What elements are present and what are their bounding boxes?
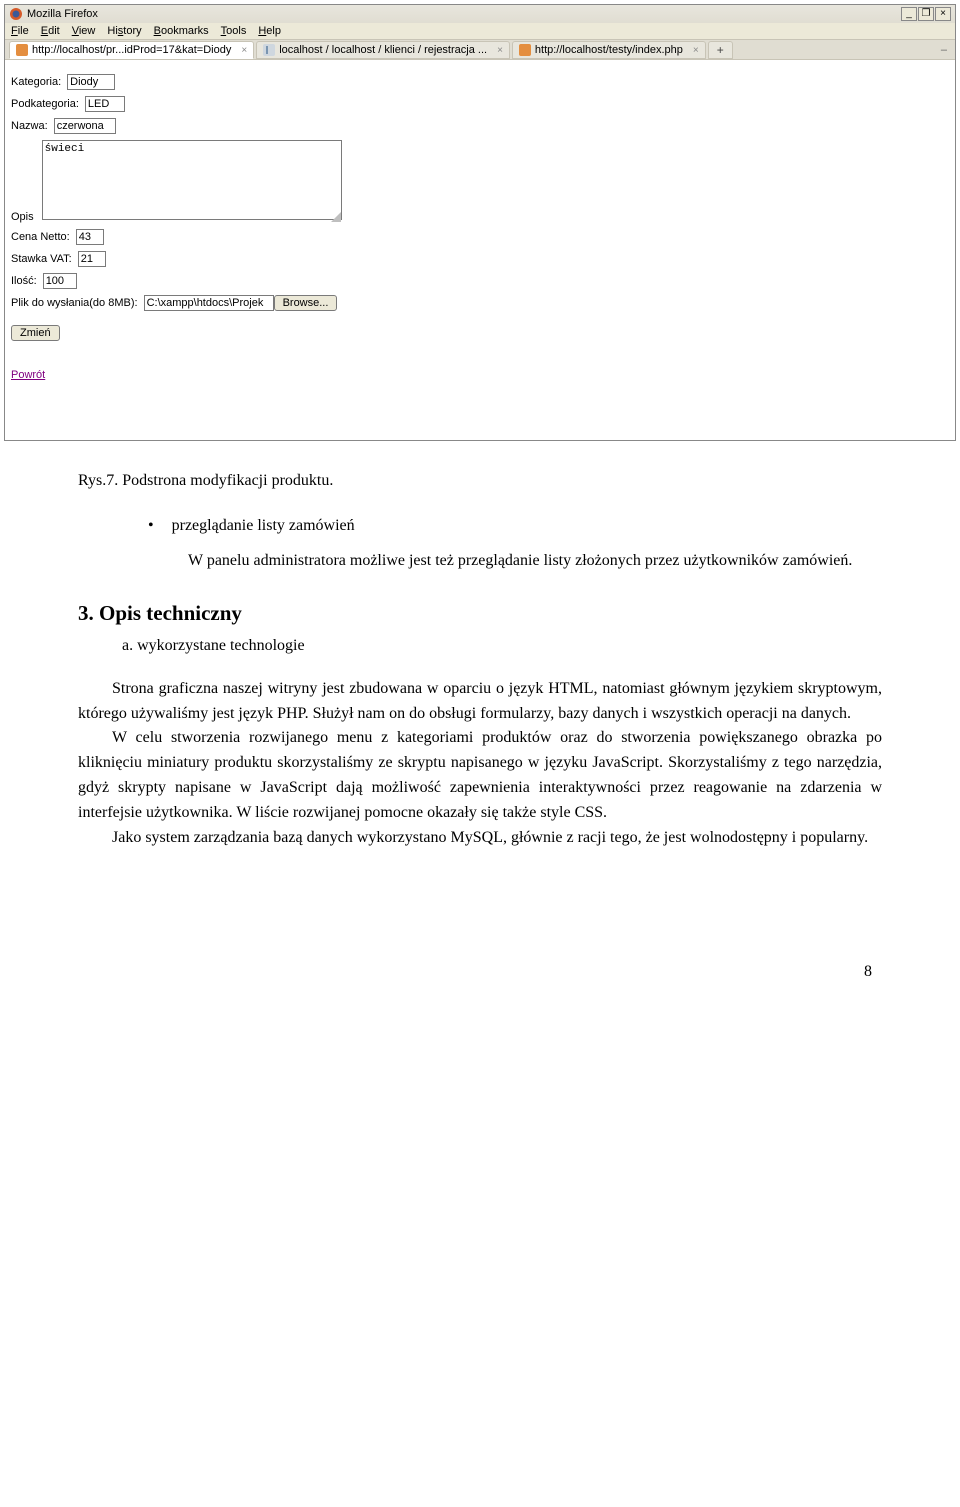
submit-button[interactable]: Zmień: [11, 325, 60, 341]
input-stawka-vat[interactable]: [78, 251, 106, 267]
bullet-text: przeglądanie listy zamówień: [172, 517, 355, 534]
window-close-button[interactable]: ×: [935, 7, 951, 21]
menu-bookmarks[interactable]: Bookmarks: [154, 25, 209, 37]
tab-label: http://localhost/pr...idProd=17&kat=Diod…: [32, 44, 231, 56]
row-podkategoria: Podkategoria:: [11, 96, 949, 112]
input-plik-path[interactable]: [144, 295, 274, 311]
figure-caption: Rys.7. Podstrona modyfikacji produktu.: [78, 469, 882, 494]
input-kategoria[interactable]: [67, 74, 115, 90]
label-plik: Plik do wysłania(do 8MB):: [11, 297, 138, 309]
tab-label: localhost / localhost / klienci / rejest…: [279, 44, 487, 56]
tab-label: http://localhost/testy/index.php: [535, 44, 683, 56]
paragraph-2: W celu stworzenia rozwijanego menu z kat…: [78, 726, 882, 825]
input-podkategoria[interactable]: [85, 96, 125, 112]
row-plik: Plik do wysłania(do 8MB): Browse...: [11, 295, 949, 311]
tab-close-icon[interactable]: ×: [693, 45, 699, 56]
row-stawka-vat: Stawka VAT:: [11, 251, 949, 267]
powrot-link[interactable]: Powrót: [11, 369, 45, 381]
document-body: Rys.7. Podstrona modyfikacji produktu. p…: [0, 441, 960, 1005]
bullet-description: W panelu administratora możliwe jest też…: [188, 549, 882, 574]
screenshot-firefox-window: Mozilla Firefox _ ❐ × File Edit View His…: [4, 4, 956, 441]
menu-view[interactable]: View: [72, 25, 96, 37]
menu-history[interactable]: History: [107, 25, 141, 37]
section-heading: 3. Opis techniczny: [78, 597, 882, 630]
row-cena-netto: Cena Netto:: [11, 229, 949, 245]
input-cena-netto[interactable]: [76, 229, 104, 245]
tab-3[interactable]: http://localhost/testy/index.php ×: [512, 41, 706, 59]
row-nazwa: Nazwa:: [11, 118, 949, 134]
menu-help[interactable]: Help: [258, 25, 281, 37]
label-ilosc: Ilość:: [11, 275, 37, 287]
textarea-opis[interactable]: świeci: [42, 140, 342, 220]
paragraph-3: Jako system zarządzania bazą danych wyko…: [78, 826, 882, 851]
window-title: Mozilla Firefox: [27, 8, 98, 20]
label-nazwa: Nazwa:: [11, 120, 48, 132]
row-ilosc: Ilość:: [11, 273, 949, 289]
resize-grip-icon[interactable]: [331, 212, 341, 222]
tab-close-icon[interactable]: ×: [241, 45, 247, 56]
tab-2[interactable]: localhost / localhost / klienci / rejest…: [256, 41, 510, 59]
bullet-item: przeglądanie listy zamówień: [148, 514, 882, 539]
browse-button[interactable]: Browse...: [274, 295, 338, 311]
tab-bar: http://localhost/pr...idProd=17&kat=Diod…: [5, 39, 955, 60]
menu-edit[interactable]: Edit: [41, 25, 60, 37]
section-subheading: a. wykorzystane technologie: [122, 634, 882, 659]
paragraph-1: Strona graficzna naszej witryny jest zbu…: [78, 677, 882, 727]
window-maximize-button[interactable]: ❐: [918, 7, 934, 21]
label-kategoria: Kategoria:: [11, 76, 61, 88]
tab-close-icon[interactable]: ×: [497, 45, 503, 56]
window-minimize-button[interactable]: _: [901, 7, 917, 21]
menu-bar: File Edit View History Bookmarks Tools H…: [5, 23, 955, 39]
label-opis: Opis: [11, 211, 34, 223]
menu-tools[interactable]: Tools: [221, 25, 247, 37]
label-stawka-vat: Stawka VAT:: [11, 253, 72, 265]
new-tab-button[interactable]: +: [708, 41, 733, 59]
favicon-orange-icon: [16, 44, 28, 56]
tab-1[interactable]: http://localhost/pr...idProd=17&kat=Diod…: [9, 41, 254, 59]
tab-overflow-icon[interactable]: –: [941, 44, 947, 56]
favicon-pma-icon: [263, 44, 275, 56]
menu-file[interactable]: File: [11, 25, 29, 37]
input-nazwa[interactable]: [54, 118, 116, 134]
label-cena-netto: Cena Netto:: [11, 231, 70, 243]
page-content: Kategoria: Podkategoria: Nazwa: Opis świ…: [5, 60, 955, 440]
input-ilosc[interactable]: [43, 273, 77, 289]
row-opis: Opis świeci: [11, 140, 949, 223]
firefox-icon: [9, 7, 23, 21]
window-titlebar: Mozilla Firefox _ ❐ ×: [5, 5, 955, 23]
favicon-orange-icon: [519, 44, 531, 56]
label-podkategoria: Podkategoria:: [11, 98, 79, 110]
page-number: 8: [78, 960, 882, 985]
row-kategoria: Kategoria:: [11, 74, 949, 90]
